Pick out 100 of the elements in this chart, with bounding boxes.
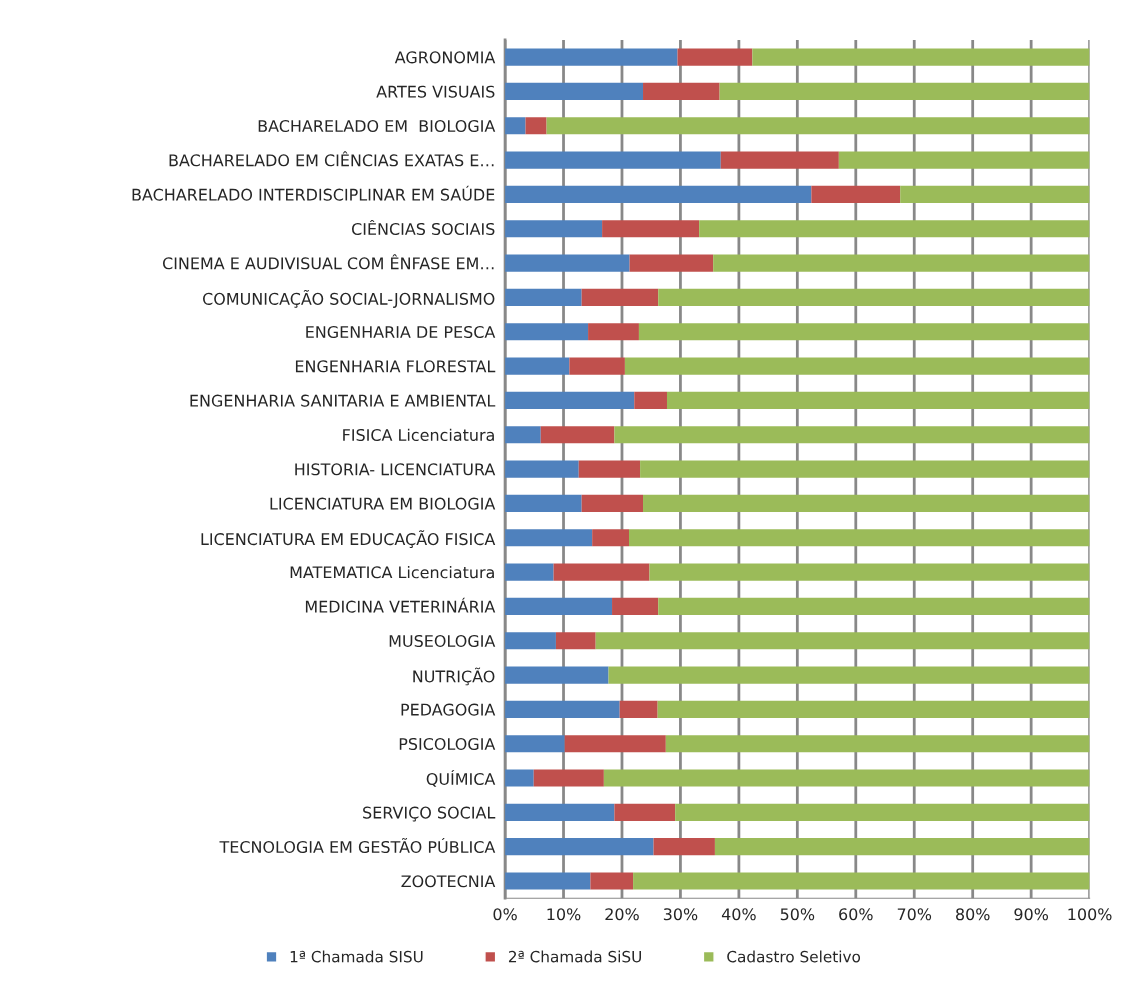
bar <box>505 563 554 581</box>
bar <box>752 48 1090 66</box>
legend-label: Cadastro Seletivo <box>727 950 861 963</box>
bar <box>505 288 582 306</box>
bar <box>714 838 1090 856</box>
bar <box>581 494 644 512</box>
y-tick-label: FISICA Licenciatura <box>343 428 494 442</box>
bar <box>614 803 676 821</box>
bar <box>595 632 1090 650</box>
x-tick-label: 90% <box>1014 908 1049 921</box>
y-tick-label: BACHARELADO INTERDISCIPLINAR EM SAÚDE <box>132 185 495 201</box>
y-tick-label: MUSEOLOGIA <box>389 634 496 648</box>
bar <box>588 323 639 341</box>
y-tick-label: COMUNICAÇÃO SOCIAL-JORNALISMO <box>202 290 495 308</box>
bar <box>720 151 839 169</box>
y-tick-label: HISTORIA- LICENCIATURA <box>295 463 496 476</box>
bar <box>505 357 570 375</box>
bar <box>658 288 1090 306</box>
x-tick-label: 20% <box>605 908 639 921</box>
bar <box>505 666 609 684</box>
bar <box>505 494 582 512</box>
bar <box>619 700 658 718</box>
bar <box>505 220 603 238</box>
bar <box>581 288 659 306</box>
bar <box>505 426 541 444</box>
bar <box>505 323 589 341</box>
bar <box>653 838 715 856</box>
bar <box>657 700 1090 718</box>
bar <box>540 426 615 444</box>
x-tick-label: 100% <box>1068 908 1112 921</box>
x-tick-label: 0% <box>493 908 517 921</box>
bar <box>505 460 579 478</box>
y-tick-label: LICENCIATURA EM EDUCAÇÃO FISICA <box>201 530 496 549</box>
bar <box>533 769 604 787</box>
bar <box>578 460 641 478</box>
y-tick-label: ENGENHARIA SANITARIA E AMBIENTAL <box>190 394 496 407</box>
y-tick-label: NUTRIÇÃO <box>413 667 495 686</box>
bar <box>505 597 613 615</box>
bar <box>505 48 678 66</box>
bar <box>553 563 650 581</box>
bar <box>634 391 667 409</box>
bar <box>569 357 625 375</box>
bar <box>505 529 593 547</box>
x-tick-label: 30% <box>663 908 698 921</box>
bar <box>505 82 644 100</box>
y-tick-label: ENGENHARIA DE PESCA <box>306 325 496 339</box>
bar <box>590 872 634 890</box>
bar <box>624 357 1090 375</box>
y-tick-label: MEDICINA VETERINÁRIA <box>305 597 496 613</box>
bar <box>505 632 556 650</box>
x-tick-label: 80% <box>956 908 990 921</box>
bar <box>633 872 1090 890</box>
y-tick-label: ARTES VISUAIS <box>376 85 495 98</box>
bar <box>564 735 666 753</box>
bar <box>719 82 1090 100</box>
bar <box>677 48 753 66</box>
bar <box>505 117 526 135</box>
bar <box>658 597 1090 615</box>
bar <box>643 82 720 100</box>
bar <box>505 735 565 753</box>
y-tick-label: TECNOLOGIA EM GESTÃO PÚBLICA <box>219 837 496 853</box>
bar <box>666 391 1090 409</box>
y-tick-label: LICENCIATURA EM BIOLOGIA <box>270 497 496 510</box>
bar <box>555 632 596 650</box>
bar <box>505 769 534 787</box>
y-tick-label: ZOOTECNIA <box>401 875 496 888</box>
bar <box>612 597 659 615</box>
y-tick-label: ENGENHARIA FLORESTAL <box>295 360 496 373</box>
bar <box>592 529 629 547</box>
bar <box>602 220 700 238</box>
bar <box>649 563 1090 581</box>
bar <box>505 185 812 203</box>
bar <box>675 803 1090 821</box>
bar <box>505 700 620 718</box>
x-tick-label: 40% <box>721 908 756 921</box>
bar <box>665 735 1090 753</box>
bar <box>629 254 714 272</box>
legend-label: 1ª Chamada SISU <box>290 950 423 963</box>
x-tick-label: 10% <box>547 908 581 921</box>
y-tick-label: SERVIÇO SOCIAL <box>363 806 496 822</box>
bar <box>608 666 1090 684</box>
y-tick-label: PEDAGOGIA <box>401 703 496 716</box>
x-tick-label: 50% <box>780 908 815 921</box>
legend-label: 2ª Chamada SiSU <box>508 950 641 963</box>
bar <box>614 426 1090 444</box>
bar <box>505 391 635 409</box>
y-tick-label: QUÍMICA <box>426 770 496 787</box>
bar <box>505 838 654 856</box>
bar <box>505 254 630 272</box>
bar <box>713 254 1090 272</box>
bar <box>640 460 1090 478</box>
bar <box>505 151 721 169</box>
bar <box>638 323 1090 341</box>
y-tick-label: BACHARELADO EM CIÊNCIAS EXATAS E… <box>169 151 494 167</box>
y-tick-label: BACHARELADO EM BIOLOGIA <box>258 119 496 133</box>
y-tick-label: CINEMA E AUDIVISUAL COM ÊNFASE EM… <box>162 254 494 270</box>
y-tick-label: CIÊNCIAS SOCIAIS <box>351 220 495 236</box>
bar <box>643 494 1090 512</box>
x-tick-label: 60% <box>839 908 873 921</box>
bar <box>811 185 901 203</box>
